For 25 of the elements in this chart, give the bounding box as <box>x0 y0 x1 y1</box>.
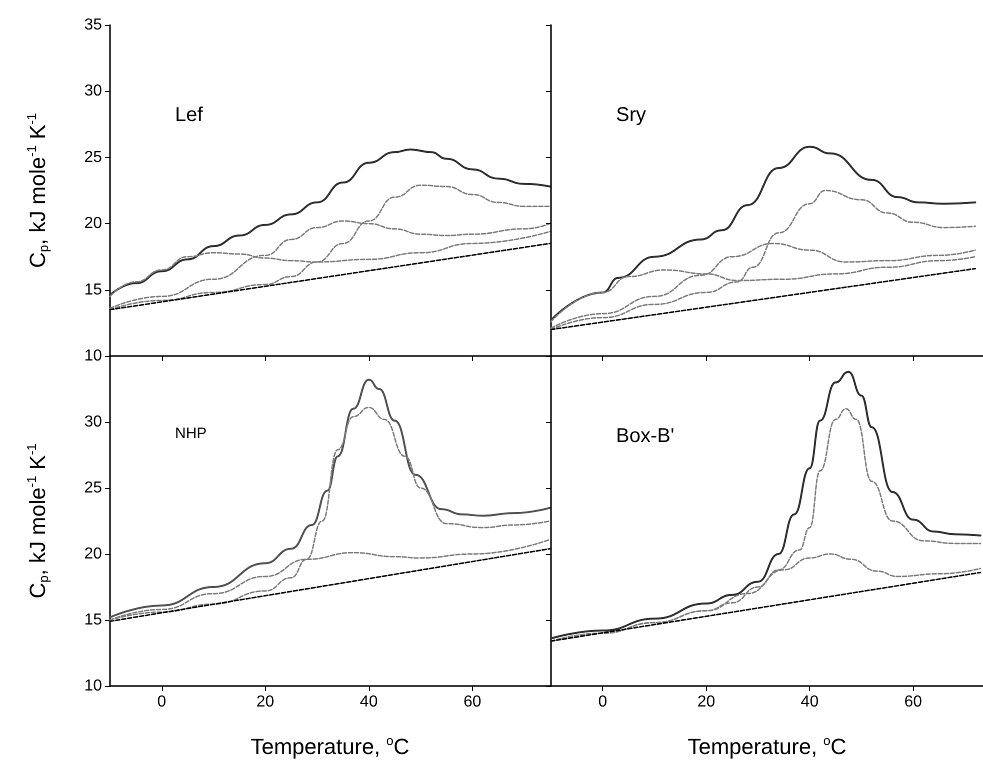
x-tick-label: 0 <box>598 694 608 710</box>
x-tick-label: 60 <box>904 694 922 710</box>
y-tick-label: 25 <box>84 480 102 496</box>
text: Lef <box>175 104 204 126</box>
y-tick-label: 10 <box>84 678 102 694</box>
y-tick-label: 35 <box>84 16 102 34</box>
y-tick-label: 20 <box>84 546 102 562</box>
y-tick-label: 30 <box>84 82 102 100</box>
y-axis-title: Cp, kJ mole-1 K-1 <box>24 443 51 599</box>
y-axis-title: Cp, kJ mole-1 K-1 <box>24 112 51 268</box>
text: Box-B' <box>616 425 674 447</box>
text: NHP <box>175 425 207 442</box>
y-tick-label: 20 <box>84 215 102 232</box>
y-tick-label: 15 <box>84 281 102 298</box>
text: Sry <box>616 104 646 126</box>
y-tick-label: 30 <box>84 414 102 430</box>
x-tick-label: 60 <box>463 694 482 710</box>
x-tick-label: 20 <box>697 694 716 710</box>
x-tick-label: 40 <box>360 694 378 710</box>
y-tick-label: 25 <box>84 148 102 166</box>
x-tick-label: 40 <box>800 694 819 710</box>
x-tick-label: 0 <box>157 694 166 710</box>
y-tick-label: 10 <box>84 348 102 364</box>
x-tick-label: 20 <box>256 694 274 710</box>
y-tick-label: 15 <box>84 612 102 628</box>
